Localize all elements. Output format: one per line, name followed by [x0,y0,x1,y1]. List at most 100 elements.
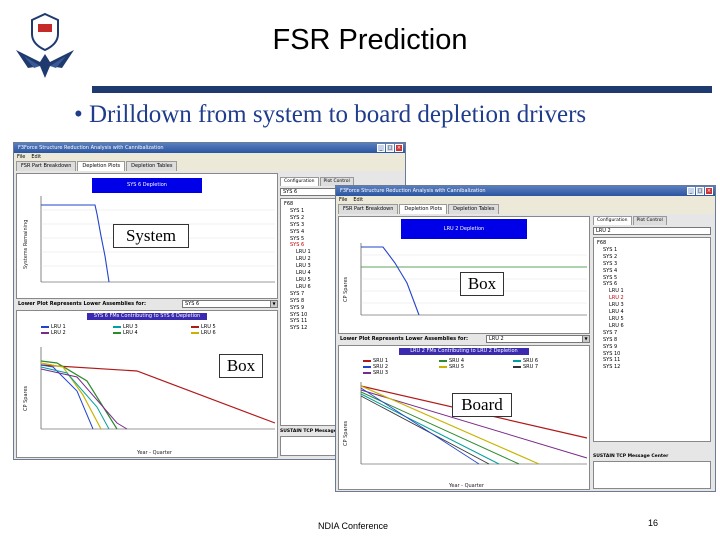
right-lower-chart: CP Spares Year - Quarter [343,382,588,489]
tree-item[interactable]: LRU 5 [609,315,624,322]
right-config-tree: F68 SYS 1 SYS 2 SYS 3 SYS 4 SYS 5 SYS 6 … [593,237,711,442]
tree-item[interactable]: LRU 2 [296,256,311,263]
tree-item[interactable]: SYS 8 [290,297,305,304]
left-config-tabs: Configuration Plot Control [280,177,354,186]
chevron-down-icon[interactable]: ▼ [582,336,589,342]
close-button[interactable]: × [705,187,713,195]
tree-item[interactable]: LRU 1 [296,249,311,256]
legend-item: LRU 1 [41,324,66,330]
legend-item: LRU 6 [191,330,216,336]
tree-item[interactable]: SYS 1 [603,246,618,253]
left-config-value: SYS 6 [283,189,298,195]
tree-item[interactable]: SYS 6 [603,281,618,288]
left-xlabel: Year - Quarter [136,450,173,456]
legend-item: SRU 2 [363,364,388,370]
tree-item[interactable]: SYS 10 [603,350,621,357]
tree-item-selected[interactable]: SYS 6 [290,242,305,249]
left-lower-chart: CP Spares Year - Quarter [23,347,276,456]
menu-file[interactable]: File [17,154,26,160]
close-button[interactable]: × [395,144,403,152]
right-lower-banner: LRU 2 FMs Contributing to LRU 2 Depletio… [399,348,529,355]
tree-item[interactable]: SYS 12 [603,364,621,371]
right-window-title: F3Force Structure Reduction Analysis wit… [340,188,486,194]
left-lower-plot-select[interactable]: SYS 6 ▼ [182,300,278,308]
slide-title: FSR Prediction [272,24,468,56]
right-lower-plot-select[interactable]: LRU 2 ▼ [486,335,590,343]
legend-item: SRU 4 [439,358,464,364]
right-message-box [593,461,711,489]
tree-item[interactable]: LRU 4 [296,270,311,277]
tab-depletion-plots[interactable]: Depletion Plots [399,204,448,214]
callout-box-left: Box [219,354,263,378]
tree-item[interactable]: SYS 5 [603,274,618,281]
tree-item[interactable]: LRU 1 [609,288,624,295]
left-lower-plot-value: SYS 6 [185,301,200,307]
tree-item[interactable]: SYS 4 [290,228,305,235]
right-message-header: SUSTAIN TCP Message Center [593,454,669,459]
minimize-button[interactable]: _ [377,144,385,152]
legend-item: SRU 5 [439,364,464,370]
tree-item-selected[interactable]: LRU 2 [609,295,624,302]
tab-depletion-plots[interactable]: Depletion Plots [77,161,126,171]
menu-edit[interactable]: Edit [353,197,364,203]
left-lower-plot-panel: SYS 6 FMs Contributing to SYS 6 Depletio… [16,310,278,458]
tree-item[interactable]: SYS 2 [603,253,618,260]
right-menubar: File Edit [336,196,715,204]
tree-item[interactable]: LRU 6 [609,322,624,329]
right-legend: SRU 1 SRU 2 SRU 3 SRU 4 SRU 5 SRU 6 SRU … [363,358,583,378]
tree-item[interactable]: LRU 5 [296,276,311,283]
right-window-titlebar[interactable]: F3Force Structure Reduction Analysis wit… [336,186,715,196]
menu-edit[interactable]: Edit [31,154,42,160]
title-rule [92,86,712,93]
tab-configuration[interactable]: Configuration [593,216,632,225]
right-config-select[interactable]: LRU 2 [593,227,711,235]
tree-item[interactable]: SYS 8 [603,336,618,343]
tree-item[interactable]: LRU 3 [296,263,311,270]
tree-item[interactable]: SYS 11 [290,318,308,325]
tree-item[interactable]: F68 [597,240,607,246]
tab-depletion-tables[interactable]: Depletion Tables [448,204,500,214]
tab-plot-control[interactable]: Plot Control [319,177,354,186]
maximize-button[interactable]: □ [696,187,704,195]
tree-item[interactable]: SYS 9 [290,304,305,311]
page-number: 16 [648,518,659,528]
tree-item[interactable]: SYS 7 [603,329,618,336]
bullet-text: • Drilldown from system to board depleti… [74,101,587,128]
tree-item[interactable]: LRU 3 [609,302,624,309]
tree-item[interactable]: SYS 2 [290,214,305,221]
menu-file[interactable]: File [339,197,348,203]
chevron-down-icon[interactable]: ▼ [270,301,277,307]
right-top-banner: LRU 2 Depletion [401,219,527,239]
tree-item[interactable]: SYS 1 [290,207,305,214]
left-lower-plot-label: Lower Plot Represents Lower Assemblies f… [18,301,146,307]
left-menubar: File Edit [14,153,405,161]
tree-item[interactable]: SYS 10 [290,311,308,318]
tree-item[interactable]: SYS 11 [603,357,621,364]
right-tabs: FSR Part Breakdown Depletion Plots Deple… [336,204,715,214]
tree-item[interactable]: SYS 12 [290,325,308,332]
tab-fsr-part-breakdown[interactable]: FSR Part Breakdown [16,161,77,171]
tab-fsr-part-breakdown[interactable]: FSR Part Breakdown [338,204,399,214]
tree-item[interactable]: LRU 4 [609,309,624,316]
tree-item[interactable]: SYS 9 [603,343,618,350]
tab-configuration[interactable]: Configuration [280,177,319,186]
left-message-header: SUSTAIN TCP Message Center [280,429,356,434]
right-app-window: F3Force Structure Reduction Analysis wit… [335,185,716,492]
tab-plot-control[interactable]: Plot Control [632,216,667,225]
maximize-button[interactable]: □ [386,144,394,152]
tree-item[interactable]: SYS 3 [603,260,618,267]
left-upper-ylabel: Systems Remaining [23,220,29,269]
left-window-titlebar[interactable]: F3Force Structure Reduction Analysis wit… [14,143,405,153]
tab-depletion-tables[interactable]: Depletion Tables [126,161,178,171]
tree-item[interactable]: F68 [284,201,294,207]
minimize-button[interactable]: _ [687,187,695,195]
tree-item[interactable]: SYS 3 [290,221,305,228]
tree-item[interactable]: SYS 4 [603,267,618,274]
left-lower-ylabel: CP Spares [23,385,29,411]
right-lower-ylabel: CP Spares [343,420,349,446]
callout-board: Board [452,393,512,417]
tree-item[interactable]: SYS 7 [290,290,305,297]
tree-item[interactable]: SYS 5 [290,235,305,242]
tree-item[interactable]: LRU 6 [296,283,311,290]
legend-item: LRU 3 [113,324,138,330]
